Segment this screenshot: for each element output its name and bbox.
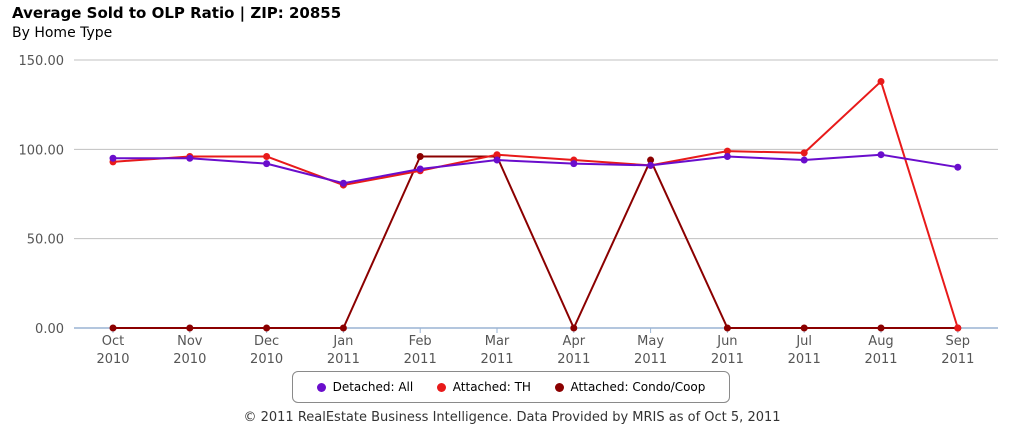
x-tick-label-year: 2011 [711,352,744,367]
x-tick-label-month: Dec [254,334,279,349]
series-line [113,155,958,329]
data-point [339,179,347,187]
x-tick-label-month: Sep [946,334,971,349]
x-tick-label-year: 2011 [327,352,360,367]
legend-item-attached-condo-coop[interactable]: Attached: Condo/Coop [554,380,706,394]
data-point [109,324,117,332]
x-tick-label-year: 2011 [404,352,437,367]
legend: Detached: All Attached: TH Attached: Con… [292,371,730,403]
y-axis-ticks: 0.00 50.00 100.00 150.00 [19,54,65,337]
legend-marker [316,382,326,392]
series-attached-condo-coop [109,152,962,332]
data-point [109,154,117,162]
data-point [647,161,655,169]
line-chart: 0.00 50.00 100.00 150.00 Oct 2010 Nov 2010 Dec 2… [19,54,998,367]
x-tick-label-month: Apr [563,334,586,349]
data-point [493,151,501,159]
x-axis-ticks: Oct 2010 Nov 2010 Dec 2010 Jan 2011 Feb 2011 Mar 20… [96,328,974,367]
data-point [723,147,731,155]
x-tick-label-year: 2011 [557,352,590,367]
data-point [877,324,885,332]
data-point [800,156,808,164]
x-tick-label-year: 2011 [864,352,897,367]
legend-label: Attached: TH [452,380,531,394]
series-line [112,80,959,329]
data-point [723,324,731,332]
data-point [493,156,501,164]
data-point [570,160,578,168]
data-point [186,324,194,332]
chart-title: Average Sold to OLP Ratio | ZIP: 20855 [12,4,342,22]
x-tick-label-year: 2011 [480,352,513,367]
data-point [954,163,962,171]
x-tick-label-month: Aug [868,334,893,349]
x-tick-label-month: May [637,334,664,349]
data-point [954,324,962,332]
data-point [186,154,194,162]
x-tick-label-year: 2010 [173,352,206,367]
data-point [263,152,271,160]
x-tick-label-year: 2010 [250,352,283,367]
y-tick-label: 50.00 [27,233,64,248]
y-tick-label: 100.00 [19,143,65,158]
legend-item-detached-all[interactable]: Detached: All [316,380,414,394]
data-point [800,149,808,157]
data-point [723,152,731,160]
y-tick-label: 150.00 [19,54,65,69]
x-tick-label-month: Jun [716,334,737,349]
x-tick-label-year: 2011 [788,352,821,367]
x-tick-label-year: 2011 [941,352,974,367]
legend-label: Detached: All [332,380,414,394]
data-point [339,324,347,332]
legend-marker [554,382,564,392]
footer-credit: © 2011 RealEstate Business Intelligence.… [243,410,781,425]
x-tick-label-month: Feb [409,334,432,349]
data-point [263,160,271,168]
series-detached-all [109,151,962,187]
x-tick-label-month: Jan [332,334,353,349]
x-tick-label-month: Nov [177,334,203,349]
chart-subtitle: By Home Type [12,25,113,41]
series-lines [109,77,962,332]
x-tick-label-year: 2011 [634,352,667,367]
series-attached-th [109,77,962,332]
y-tick-label: 0.00 [35,322,64,337]
series-line [113,153,958,185]
x-tick-label-month: Mar [485,334,510,349]
x-tick-label-month: Jul [795,334,812,349]
data-point [647,156,655,164]
data-point [800,324,808,332]
x-tick-label-month: Oct [102,334,124,349]
data-point [877,77,885,85]
legend-item-attached-th[interactable]: Attached: TH [436,380,531,394]
data-point [570,324,578,332]
data-point [877,151,885,159]
legend-marker [436,382,446,392]
data-point [416,152,424,160]
legend-label: Attached: Condo/Coop [570,380,706,394]
data-point [416,165,424,173]
x-tick-label-year: 2010 [96,352,129,367]
data-point [263,324,271,332]
